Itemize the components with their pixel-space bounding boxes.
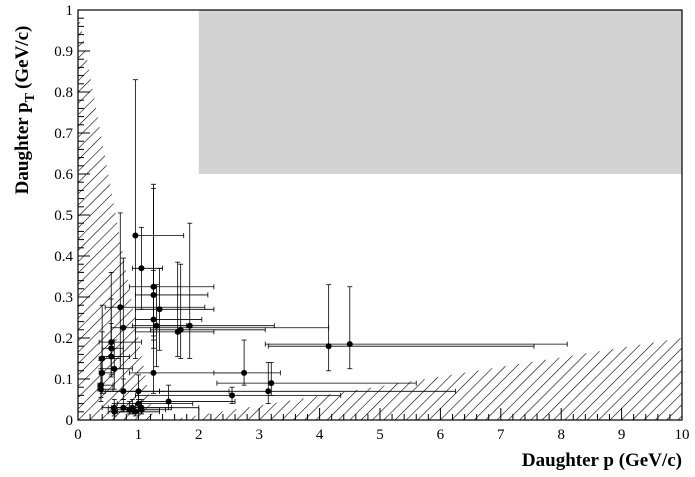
data-point-15: [99, 355, 106, 362]
x-tick-label: 6: [437, 427, 445, 443]
x-tick-label: 4: [316, 427, 324, 443]
excluded-region: [198, 10, 683, 174]
y-tick-label: 1: [66, 3, 74, 19]
error-bar-26: [264, 286, 568, 370]
error-bar-0: [132, 79, 185, 359]
tick-labels: 0 1 2 3 4 5 6 7 8 9 10 0 0.1 0.2 0.3 0.4 0.5 0.6 0.7 0.8 0.9…: [54, 3, 689, 443]
data-point-5: [150, 316, 157, 323]
data-point-11: [120, 324, 127, 331]
error-bar-27: [137, 384, 236, 411]
data-point-14: [108, 353, 115, 360]
data-point-35: [138, 406, 145, 413]
y-tick-label: 0.8: [54, 85, 73, 101]
data-point-22: [268, 380, 275, 387]
data-point-13: [108, 345, 115, 352]
y-tick-label: 0.1: [54, 372, 73, 388]
y-axis-title: Daughter pT (GeV/c): [12, 26, 38, 195]
x-tick-label: 0: [74, 427, 82, 443]
data-point-27: [165, 398, 172, 405]
error-bar-7: [134, 261, 215, 357]
x-tick-label: 10: [675, 427, 690, 443]
data-point-26: [346, 341, 353, 348]
data-point-28: [135, 388, 142, 395]
x-tick-label: 7: [497, 427, 505, 443]
y-tick-label: 0.7: [54, 126, 73, 142]
axes-group: [77, 9, 683, 421]
y-tick-label: 0.2: [54, 331, 73, 347]
error-bar-8: [150, 263, 266, 359]
data-points: [97, 232, 353, 415]
error-bar-5: [134, 269, 203, 341]
hatched-region-high-p: [168, 338, 682, 420]
y-axis-title-unit: (GeV/c): [12, 26, 33, 89]
plot-regions: [78, 10, 683, 420]
data-point-36: [111, 408, 118, 415]
data-point-29: [120, 388, 127, 395]
data-point-1: [138, 265, 145, 272]
error-bar-21: [213, 339, 281, 386]
data-point-12: [108, 339, 115, 346]
data-point-16: [99, 369, 106, 376]
x-tick-label: 5: [376, 427, 384, 443]
y-tick-label: 0.5: [54, 208, 73, 224]
data-point-20: [150, 369, 157, 376]
y-axis-title-sub: T: [23, 92, 38, 102]
y-axis-title-main: Daughter p: [12, 102, 33, 194]
data-point-23: [265, 388, 272, 395]
data-point-0: [132, 232, 139, 239]
data-point-4: [156, 306, 163, 313]
data-point-2: [150, 283, 157, 290]
x-tick-label: 3: [255, 427, 263, 443]
x-tick-label: 9: [618, 427, 626, 443]
y-tick-label: 0.9: [54, 44, 73, 60]
error-bar-4: [134, 267, 215, 351]
error-bar-3: [134, 187, 209, 337]
data-point-10: [117, 304, 124, 311]
x-tick-label: 8: [557, 427, 565, 443]
data-point-18: [97, 382, 104, 389]
data-point-24: [229, 392, 236, 399]
x-tick-label: 2: [195, 427, 203, 443]
x-tick-label: 1: [135, 427, 143, 443]
x-axis-title: Daughter p (GeV/c): [522, 450, 682, 471]
error-bars: [97, 79, 568, 417]
data-point-3: [150, 291, 157, 298]
data-point-33: [126, 406, 133, 413]
data-point-25: [325, 343, 332, 350]
data-point-38: [120, 404, 127, 411]
data-point-8: [177, 326, 184, 333]
data-point-17: [111, 365, 118, 372]
y-tick-label: 0.6: [54, 167, 73, 183]
data-point-19: [97, 386, 104, 393]
data-point-34: [132, 408, 139, 415]
data-point-9: [186, 322, 193, 329]
hatched-region-low-p: [78, 10, 154, 420]
data-point-21: [241, 369, 248, 376]
y-tick-label: 0: [66, 413, 74, 429]
data-point-30: [135, 400, 142, 407]
y-tick-label: 0.3: [54, 290, 73, 306]
y-tick-label: 0.4: [54, 249, 73, 265]
data-point-37: [111, 404, 118, 411]
error-bar-9: [153, 222, 275, 359]
data-point-6: [153, 322, 160, 329]
